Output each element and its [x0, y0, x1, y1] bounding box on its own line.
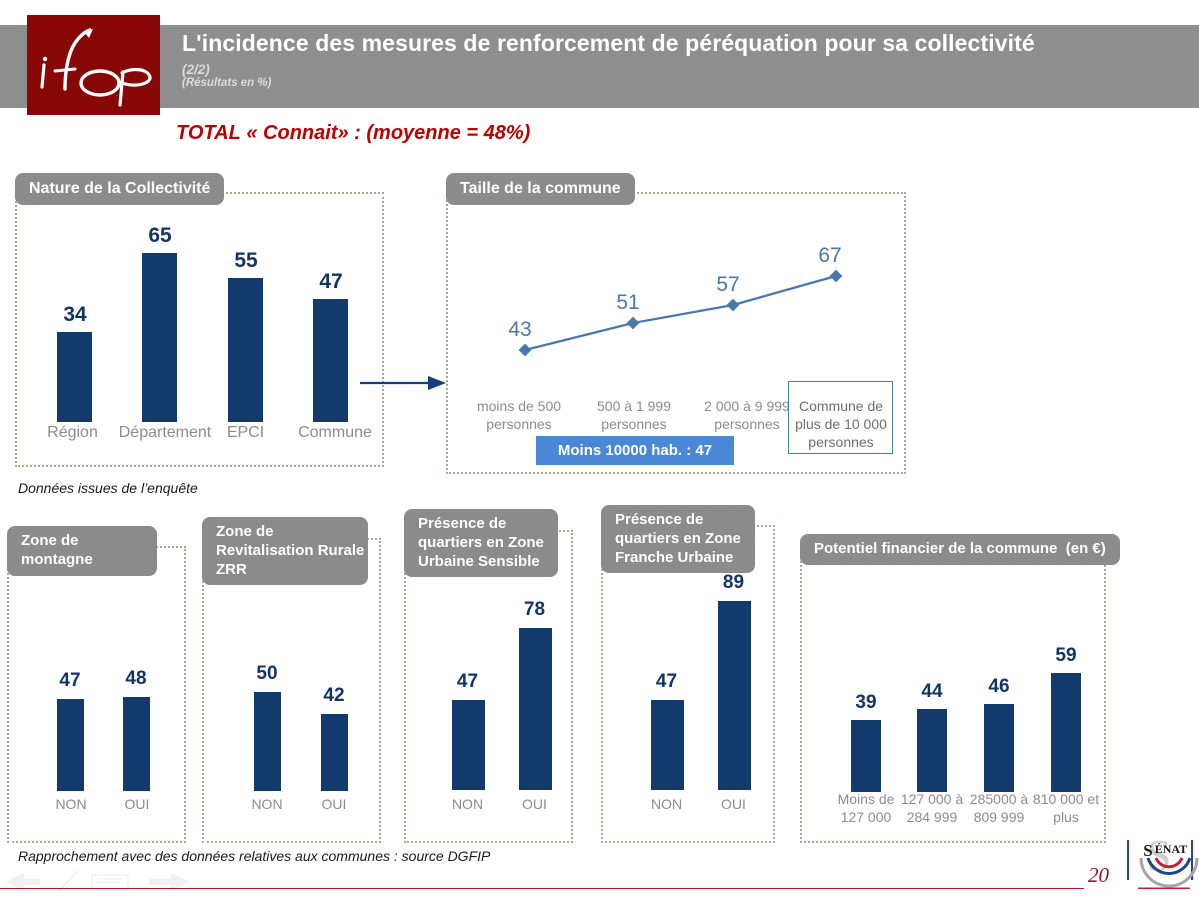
svg-text:ÉNAT: ÉNAT: [1155, 842, 1187, 856]
svg-text:S: S: [1143, 841, 1152, 860]
